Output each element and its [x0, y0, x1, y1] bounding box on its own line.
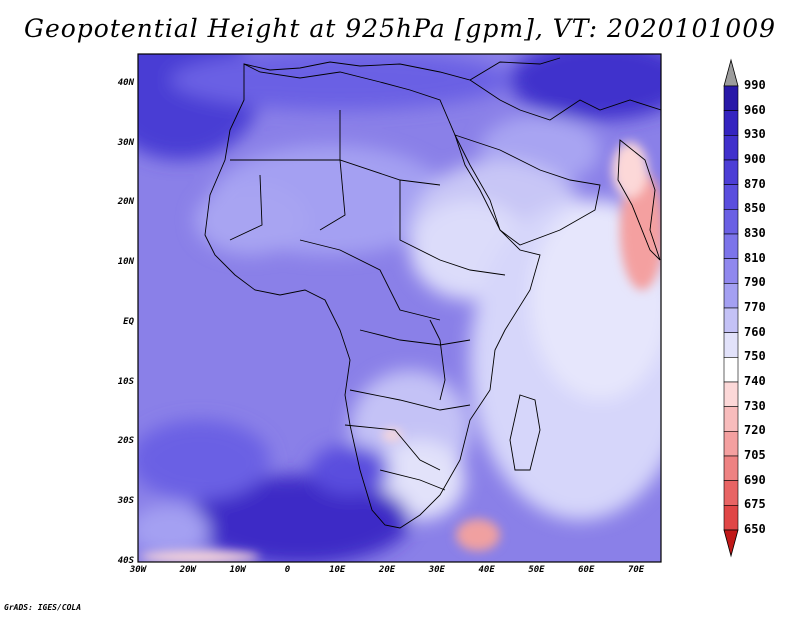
colorbar-swatch: [723, 85, 739, 111]
colorbar-swatch: [723, 135, 739, 161]
lon-label: 30E: [428, 565, 445, 575]
colorbar-swatch: [723, 431, 739, 457]
lat-label: 20S: [117, 436, 134, 447]
colorbar: [723, 58, 739, 558]
lon-label: 10W: [229, 565, 246, 575]
colorbar-label: 870: [744, 176, 766, 191]
lon-label: 60E: [578, 565, 595, 575]
colorbar-label: 830: [744, 226, 766, 240]
lat-label: 40S: [117, 556, 134, 566]
lon-label: 50E: [528, 565, 545, 575]
colorbar-label: 720: [744, 423, 766, 438]
colorbar-swatch: [723, 283, 739, 309]
lat-label: 10S: [117, 376, 134, 387]
colorbar-swatch: [723, 209, 739, 235]
colorbar-label: 750: [744, 349, 766, 364]
colorbar-label: 740: [744, 374, 766, 388]
lon-label: 20W: [179, 565, 196, 575]
lon-label: 30W: [129, 565, 147, 575]
colorbar-top-arrow: [723, 58, 739, 87]
colorbar-swatch: [723, 159, 739, 185]
credit-text: GrADS: IGES/COLA: [4, 603, 82, 612]
lat-label: EQ: [123, 316, 134, 327]
colorbar-swatch: [723, 110, 739, 136]
plot-frame: [137, 53, 662, 563]
lon-label: 20E: [378, 565, 396, 575]
colorbar-swatch: [723, 332, 739, 358]
colorbar-swatch: [723, 184, 739, 210]
lat-label: 20N: [117, 197, 134, 208]
colorbar-swatch: [723, 505, 739, 531]
lat-label: 30S: [117, 496, 134, 507]
colorbar-label: 650: [744, 522, 766, 536]
colorbar-label: 850: [744, 201, 766, 216]
lat-label: 40N: [117, 77, 134, 88]
coastlines: [204, 57, 661, 529]
colorbar-swatch: [723, 406, 739, 432]
colorbar-label: 960: [744, 102, 766, 117]
lat-label: 10N: [117, 257, 134, 268]
colorbar-swatch: [723, 480, 739, 506]
colorbar-label: 760: [744, 324, 766, 339]
colorbar-label: 810: [744, 250, 766, 265]
lon-label: 0: [284, 565, 291, 575]
colorbar-swatch: [723, 233, 739, 259]
lon-label: 10E: [329, 565, 346, 575]
colorbar-swatch: [723, 258, 739, 284]
colorbar-label: 770: [744, 300, 766, 314]
colorbar-swatch: [723, 455, 739, 481]
colorbar-label: 930: [744, 127, 766, 142]
colorbar-label: 690: [744, 472, 766, 487]
height-field: [138, 54, 661, 562]
colorbar-label: 790: [744, 275, 766, 290]
colorbar-bottom-arrow: [723, 529, 739, 558]
colorbar-label: 730: [744, 398, 766, 413]
colorbar-label: 990: [744, 78, 766, 92]
colorbar-label: 900: [744, 152, 766, 166]
colorbar-swatch: [723, 307, 739, 333]
lon-label: 70E: [627, 565, 645, 575]
lat-label: 30N: [117, 137, 134, 148]
colorbar-label: 705: [744, 448, 766, 462]
colorbar-label: 675: [744, 497, 766, 512]
lon-label: 40E: [478, 565, 495, 575]
colorbar-swatch: [723, 357, 739, 383]
colorbar-swatch: [723, 381, 739, 407]
map-title: Geopotential Height at 925hPa [gpm], VT:…: [23, 14, 777, 43]
